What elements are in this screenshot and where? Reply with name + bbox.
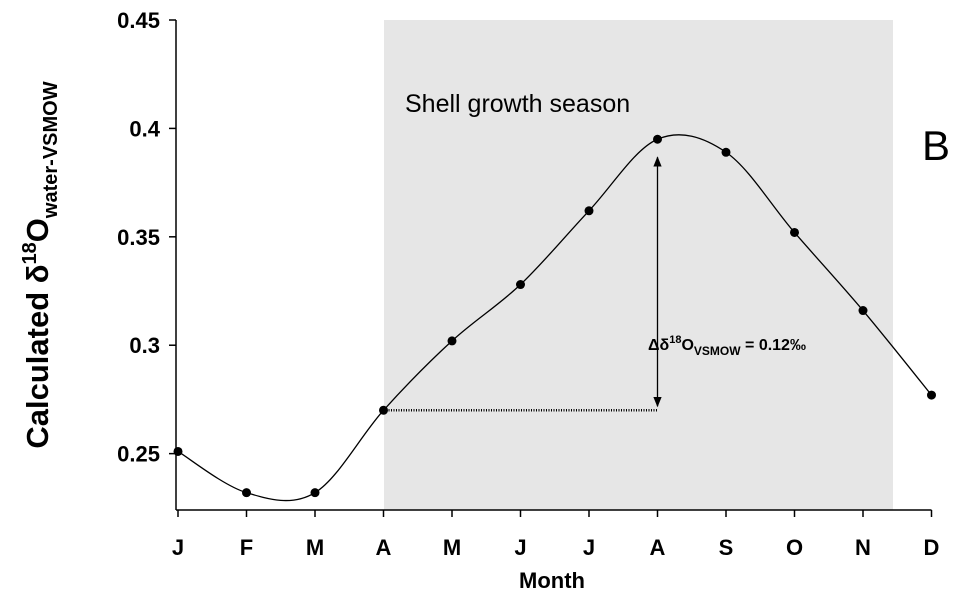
point bbox=[584, 206, 594, 216]
point bbox=[927, 390, 936, 400]
annotation-part: 18 bbox=[669, 334, 681, 346]
x-tick-label: D bbox=[924, 535, 940, 560]
point bbox=[653, 134, 662, 144]
y-label-part: Calculated δ bbox=[20, 264, 55, 448]
y-label-part: O bbox=[20, 218, 55, 242]
x-tick-label: A bbox=[376, 535, 392, 560]
x-tick-label: M bbox=[306, 535, 324, 560]
x-tick-label: F bbox=[240, 535, 253, 560]
x-tick-label: M bbox=[443, 535, 461, 560]
annotation-part: O bbox=[681, 337, 693, 354]
x-tick-label: N bbox=[855, 535, 871, 560]
point bbox=[310, 488, 320, 498]
shade-label: Shell growth season bbox=[405, 90, 630, 118]
y-label-part: water-VSMOW bbox=[40, 81, 62, 219]
y-tick-label: 0.3 bbox=[129, 333, 160, 358]
point bbox=[858, 306, 868, 316]
x-tick-label: O bbox=[786, 535, 803, 560]
x-tick-label: J bbox=[514, 535, 526, 560]
point bbox=[242, 488, 251, 498]
shade-region bbox=[384, 20, 893, 510]
y-tick-label: 0.35 bbox=[117, 225, 160, 250]
panel-label: B bbox=[922, 122, 950, 169]
annotation-part: Δδ bbox=[648, 337, 670, 354]
point bbox=[447, 336, 457, 346]
point bbox=[721, 147, 731, 157]
x-tick-label: S bbox=[719, 535, 734, 560]
y-tick-label: 0.4 bbox=[129, 116, 160, 141]
y-tick-label: 0.25 bbox=[117, 442, 160, 467]
y-tick-label: 0.45 bbox=[117, 8, 160, 33]
annotation-part: VSMOW bbox=[694, 344, 741, 358]
point bbox=[173, 446, 183, 456]
x-axis-label: Month bbox=[519, 568, 585, 593]
annotation-part: = 0.12‰ bbox=[741, 337, 806, 354]
point bbox=[790, 227, 799, 237]
x-tick-label: J bbox=[583, 535, 595, 560]
y-axis-label: Calculated δ18Owater-VSMOW bbox=[19, 81, 62, 448]
point bbox=[516, 280, 525, 290]
y-label-part: 18 bbox=[19, 242, 41, 264]
x-tick-label: A bbox=[650, 535, 666, 560]
x-tick-label: J bbox=[172, 535, 184, 560]
annotation: Δδ18OVSMOW = 0.12‰ bbox=[648, 334, 806, 358]
